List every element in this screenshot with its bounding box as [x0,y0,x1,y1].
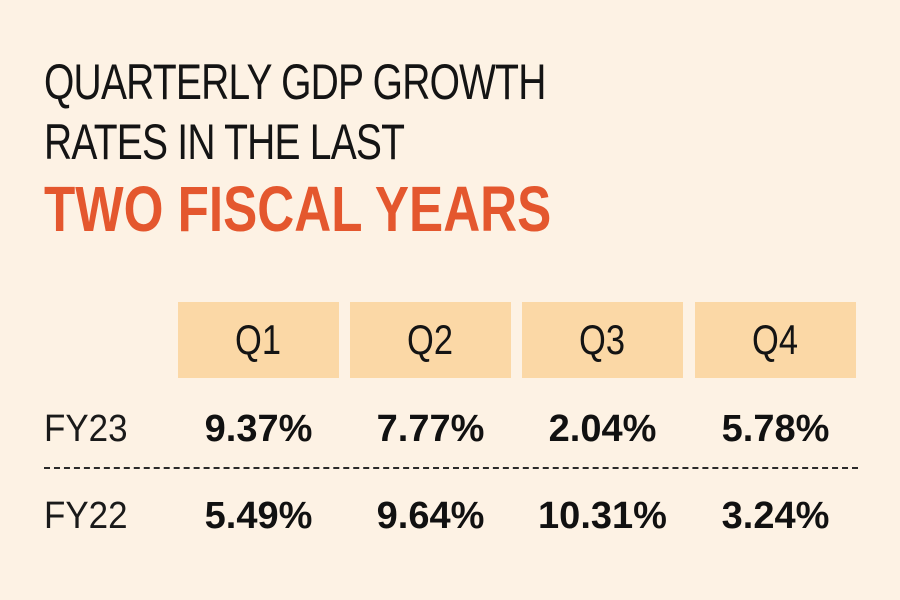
value-fy23-q2: 7.77% [376,408,485,450]
value-fy23-q3: 2.04% [548,408,657,450]
header-cell-q3: Q3 [522,302,683,378]
title-line-2: RATES IN THE LAST [44,114,405,170]
header-cell-q1: Q1 [178,302,339,378]
header-cell-q2: Q2 [350,302,511,378]
value-fy22-q1: 5.49% [204,495,313,537]
value-fy23-q1: 9.37% [204,408,313,450]
value-fy23-q4: 5.78% [721,408,830,450]
title-accent: TWO FISCAL YEARS [44,173,552,245]
header-label-q3: Q3 [579,316,626,363]
chart-title: QUARTERLY GDP GROWTH RATES IN THE LAST T… [44,52,687,246]
header-label-q2: Q2 [407,316,454,363]
header-label-q4: Q4 [752,316,799,363]
row-divider [44,467,858,469]
header-cell-q4: Q4 [695,302,856,378]
row-label-fy22: FY22 [44,495,128,537]
header-label-q1: Q1 [235,316,282,363]
value-fy22-q4: 3.24% [721,495,830,537]
value-fy22-q3: 10.31% [538,495,667,537]
title-line-1: QUARTERLY GDP GROWTH [44,54,546,110]
row-label-fy23: FY23 [44,408,128,450]
value-fy22-q2: 9.64% [376,495,485,537]
